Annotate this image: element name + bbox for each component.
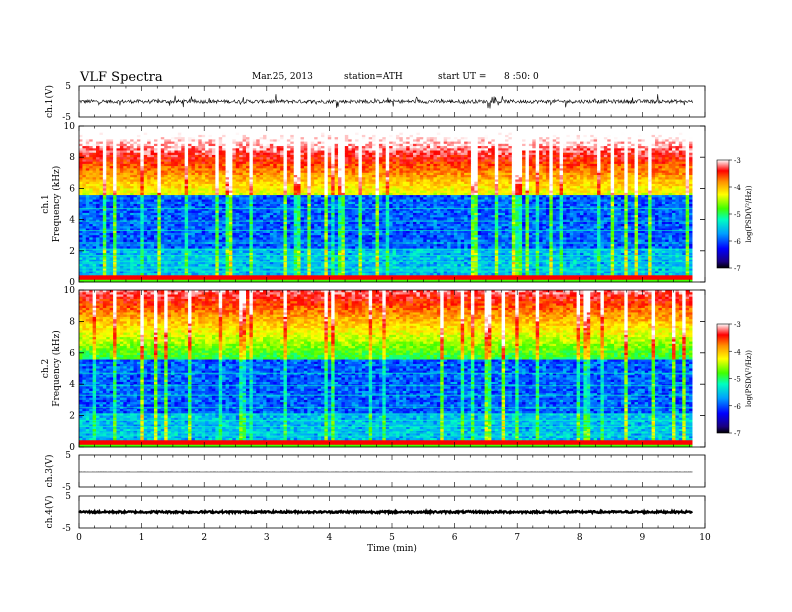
- spectrogram-ch2: [79, 290, 705, 448]
- start-ut-value: 8 :50: 0: [504, 72, 539, 82]
- y-tick-label: 0: [69, 443, 75, 453]
- y-axis-label: ch.2: [41, 359, 51, 378]
- y-tick-label: -5: [62, 113, 71, 123]
- y-tick-label: 6: [69, 349, 75, 359]
- y-tick-label: 6: [69, 184, 75, 194]
- y-tick-label: 5: [65, 451, 71, 461]
- x-tick-label: 8: [577, 533, 583, 543]
- x-tick-label: 10: [699, 533, 711, 543]
- colorbar-tick-label: -6: [734, 403, 741, 411]
- colorbar-tick-label: -6: [734, 238, 741, 246]
- y-axis-label: ch.1: [41, 194, 51, 213]
- waveform-ch1: [78, 94, 693, 109]
- x-axis-label: Time (min): [367, 543, 417, 554]
- x-tick-label: 5: [389, 533, 395, 543]
- waveform-trace: [78, 508, 693, 516]
- date-label: Mar.25, 2013: [252, 72, 313, 82]
- y-tick-label: -5: [62, 524, 71, 534]
- colorbar-tick-label: -5: [734, 211, 741, 219]
- colorbar-tick-label: -7: [734, 430, 741, 438]
- y-axis-label: ch.3(V): [44, 455, 55, 488]
- waveform-trace: [78, 94, 693, 109]
- waveform-ch4: [78, 508, 693, 516]
- start-ut-label: start UT =: [438, 72, 486, 82]
- x-tick-label: 4: [327, 533, 333, 543]
- colorbar: [716, 159, 730, 269]
- x-tick-label: 3: [264, 533, 270, 543]
- colorbar-label: log(PSD(V²/Hz)): [745, 350, 753, 407]
- y-axis-label: Frequency (kHz): [51, 330, 62, 407]
- colorbar-tick-label: -3: [734, 321, 741, 329]
- colorbar-tick-label: -5: [734, 376, 741, 384]
- x-tick-label: 1: [139, 533, 145, 543]
- y-tick-label: 5: [65, 492, 71, 502]
- x-tick-label: 2: [201, 533, 207, 543]
- y-tick-label: -5: [62, 483, 71, 493]
- colorbar-label: log(PSD(V²/Hz)): [745, 185, 753, 242]
- colorbar-tick-label: -4: [734, 348, 741, 356]
- y-tick-label: 4: [69, 216, 75, 226]
- y-axis-label: ch.1(V): [44, 85, 55, 118]
- x-tick-label: 0: [76, 533, 82, 543]
- y-tick-label: 4: [69, 380, 75, 390]
- station-label: station=ATH: [344, 72, 403, 82]
- y-tick-label: 5: [65, 82, 71, 92]
- x-tick-label: 7: [514, 533, 520, 543]
- y-tick-label: 2: [69, 247, 75, 257]
- y-tick-label: 10: [64, 122, 76, 132]
- y-tick-label: 2: [69, 412, 75, 422]
- y-tick-label: 8: [69, 317, 75, 327]
- spectrogram-ch1: [79, 126, 705, 283]
- colorbar-tick-label: -4: [734, 184, 741, 192]
- y-tick-label: 8: [69, 153, 75, 163]
- y-axis-label: Frequency (kHz): [51, 166, 62, 243]
- y-axis-label: ch.4(V): [44, 496, 55, 529]
- figure-title: VLF Spectra: [80, 70, 163, 85]
- y-tick-label: 0: [69, 278, 75, 288]
- x-tick-label: 6: [452, 533, 458, 543]
- y-tick-label: 10: [64, 286, 76, 296]
- colorbar: [716, 323, 730, 434]
- colorbar-tick-label: -3: [734, 157, 741, 165]
- colorbar-tick-label: -7: [734, 265, 741, 273]
- x-tick-label: 9: [640, 533, 646, 543]
